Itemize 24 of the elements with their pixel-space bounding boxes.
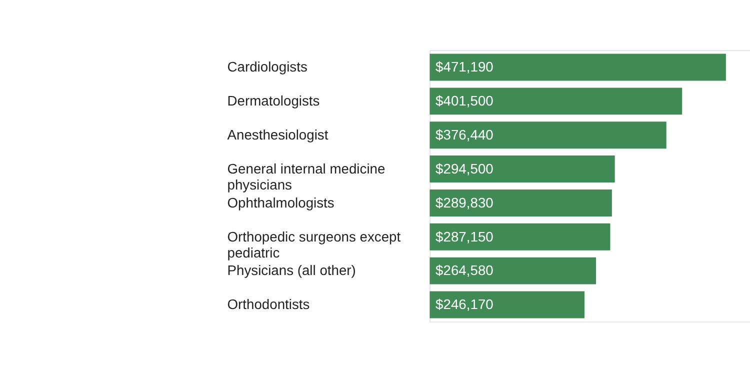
- y-tick-label: Anesthesiologist: [227, 126, 328, 142]
- data-label: $401,500: [436, 92, 494, 109]
- y-tick-label: Dermatologists: [227, 92, 320, 109]
- bar: [430, 122, 666, 149]
- y-tick-label: Orthopedic surgeons except pediatric: [227, 228, 401, 260]
- bar: [430, 156, 615, 183]
- data-label: $294,500: [436, 160, 494, 176]
- bar: [430, 223, 610, 250]
- y-tick-label: Ophthalmologists: [227, 194, 334, 210]
- y-tick-label: Orthodontists: [227, 296, 310, 312]
- bar: [430, 257, 596, 284]
- bar: [430, 54, 726, 81]
- y-tick-label: Cardiologists: [227, 58, 308, 75]
- data-label: $287,150: [436, 228, 494, 244]
- data-label: $264,580: [436, 262, 494, 278]
- bar: [430, 189, 612, 216]
- y-tick-label: Physicians (all other): [227, 262, 356, 278]
- bar: [430, 88, 682, 115]
- data-label: $246,170: [436, 296, 494, 312]
- y-tick-label: General internal medicine physicians: [227, 160, 386, 192]
- data-label: $471,190: [436, 58, 494, 75]
- data-label: $376,440: [436, 126, 494, 142]
- data-label: $289,830: [436, 194, 494, 210]
- bar: [430, 291, 584, 318]
